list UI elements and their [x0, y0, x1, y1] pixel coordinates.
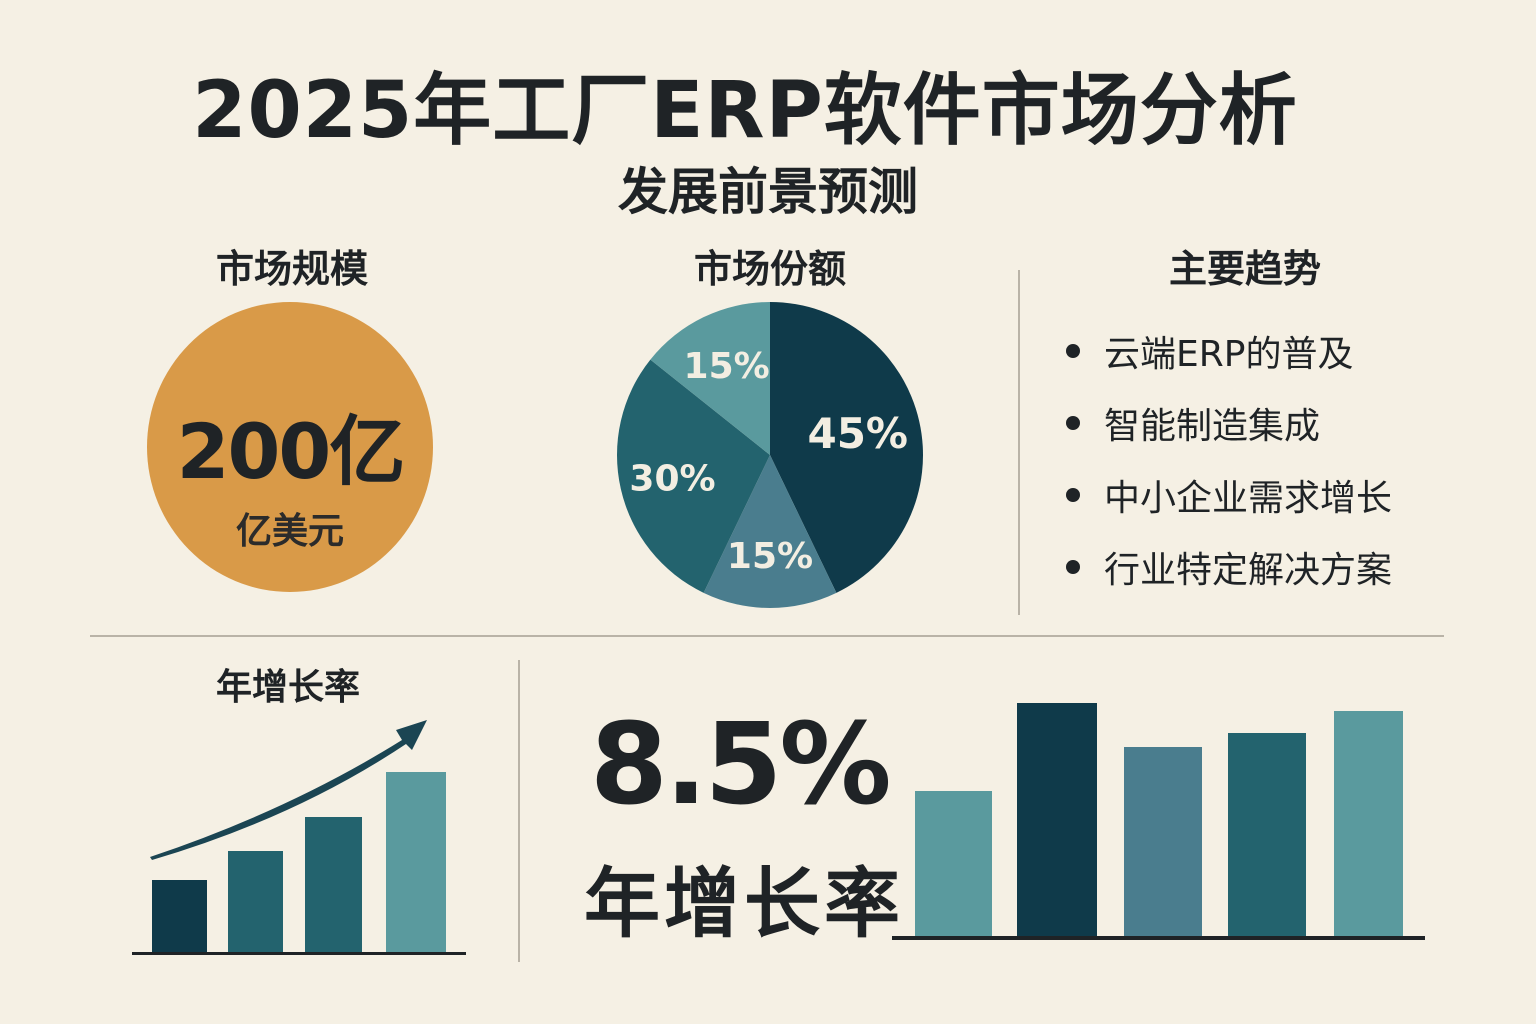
- pie-label: 15%: [684, 346, 770, 387]
- pie-slice: [617, 359, 770, 593]
- pie-slice: [650, 302, 770, 455]
- divider: [90, 635, 1444, 637]
- bullet-icon: [1066, 488, 1080, 502]
- bar: [1124, 747, 1202, 937]
- trend-item: 行业特定解决方案: [1066, 541, 1392, 593]
- divider: [1018, 270, 1020, 615]
- market-share-pie-chart: 45% 15% 30% 15%: [617, 302, 923, 608]
- market-size-value: 200亿: [176, 407, 406, 496]
- bar: [915, 791, 992, 937]
- trend-item: 中小企业需求增长: [1066, 469, 1392, 521]
- growth-bar-chart: [132, 720, 466, 955]
- trends-heading: 主要趋势: [1168, 247, 1321, 291]
- market-size-unit: 亿美元: [235, 511, 344, 552]
- pie-label: 30%: [629, 458, 715, 499]
- trend-item-label: 云端ERP的普及: [1104, 334, 1354, 375]
- market-size-circle: 200亿 亿美元: [147, 302, 433, 592]
- pie-slice: [770, 302, 923, 593]
- growth-heading: 年增长率: [215, 667, 360, 708]
- growth-rate-value: 8.5%: [590, 700, 892, 830]
- market-share-heading: 市场份额: [693, 247, 846, 291]
- market-size-heading: 市场规模: [215, 247, 368, 291]
- pie-label: 15%: [727, 536, 813, 577]
- growth-bar: [152, 880, 207, 953]
- growth-rate-label: 年增长率: [584, 859, 904, 948]
- page-title: 2025年工厂ERP软件市场分析: [192, 66, 1298, 156]
- trend-item-label: 行业特定解决方案: [1104, 550, 1393, 591]
- growth-large-bar-chart: [892, 703, 1425, 940]
- bar: [1334, 711, 1403, 937]
- axis-baseline: [132, 952, 466, 955]
- bullet-icon: [1066, 344, 1080, 358]
- growth-bar: [386, 772, 446, 953]
- bullet-icon: [1066, 560, 1080, 574]
- axis-baseline: [892, 936, 1425, 940]
- bullet-icon: [1066, 416, 1080, 430]
- pie-label: 45%: [807, 409, 908, 458]
- trend-arrow-icon: [150, 720, 427, 860]
- trend-item-label: 中小企业需求增长: [1104, 478, 1393, 519]
- growth-bar: [228, 851, 283, 953]
- growth-bar: [305, 817, 362, 953]
- trend-item: 智能制造集成: [1066, 397, 1320, 449]
- trend-item-label: 智能制造集成: [1104, 406, 1321, 447]
- bar: [1017, 703, 1097, 937]
- bar: [1228, 733, 1306, 937]
- divider: [518, 660, 520, 962]
- page-subtitle: 发展前景预测: [618, 163, 918, 221]
- trend-item: 云端ERP的普及: [1066, 325, 1353, 377]
- pie-slice: [703, 455, 837, 608]
